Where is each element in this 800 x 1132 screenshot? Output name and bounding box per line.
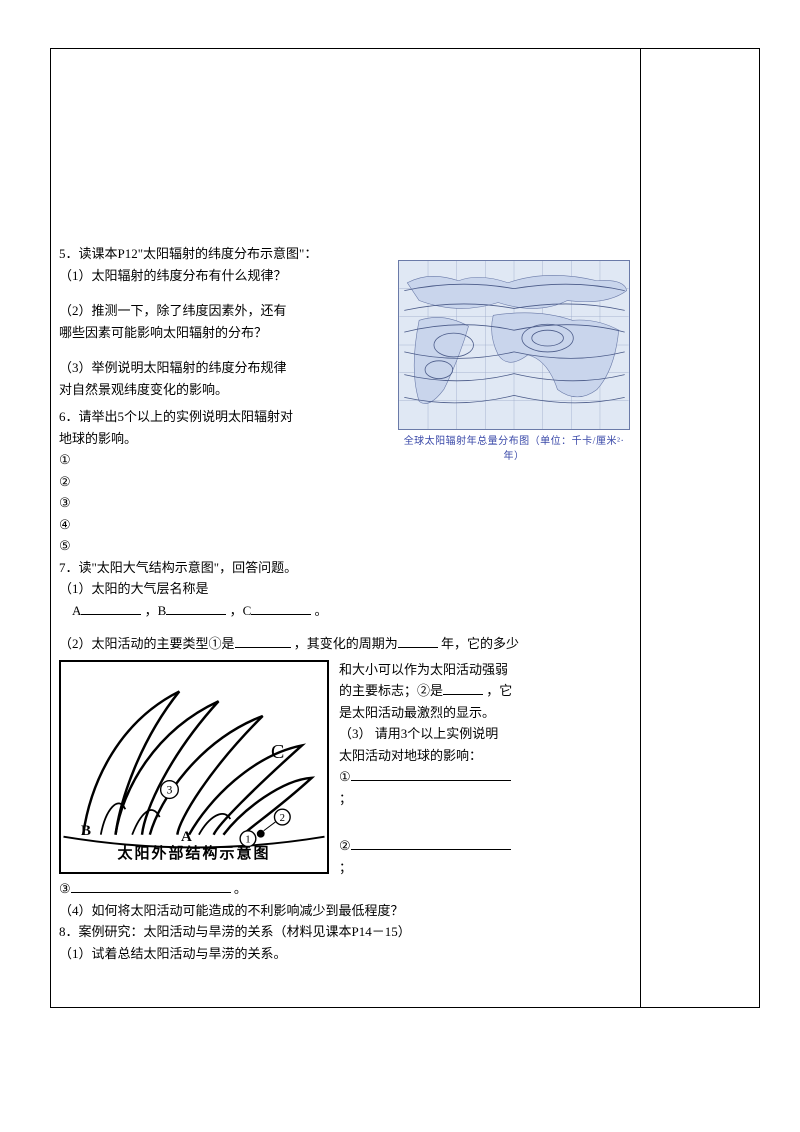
q7-r2: 的主要标志；②是 ，它 — [339, 681, 634, 701]
blank-ex3[interactable] — [71, 880, 231, 893]
label-a: A — [59, 603, 81, 618]
q5-sub1: （1）太阳辐射的纬度分布有什么规律？ — [59, 266, 349, 286]
svg-text:2: 2 — [280, 811, 285, 823]
label-b: ，B — [145, 603, 167, 618]
question-7: 7．读"太阳大气结构示意图"，回答问题。 （1）太阳的大气层名称是 A ，B ，… — [59, 558, 634, 921]
q7-sub1-fill: A ，B ，C 。 — [59, 601, 634, 621]
blank-type2[interactable] — [443, 682, 483, 695]
q7-sub2-line1: （2）太阳活动的主要类型①是 ，其变化的周期为 年，它的多少 — [59, 634, 634, 654]
sun-structure-diagram: 3 2 1 B — [59, 660, 329, 874]
blank-period[interactable] — [398, 635, 438, 648]
q8-sub1: （1）试着总结太阳活动与旱涝的关系。 — [59, 944, 634, 964]
q7-sub2-c: 年，它的多少 — [441, 636, 519, 651]
circle-1: ① — [339, 769, 351, 784]
q7-r2b: ，它 — [486, 683, 512, 698]
main-column: 5．读课本P12"太阳辐射的纬度分布示意图"： （1）太阳辐射的纬度分布有什么规… — [51, 49, 641, 1007]
q5-sub2b: 哪些因素可能影响太阳辐射的分布？ — [59, 323, 349, 343]
map-caption: 全球太阳辐射年总量分布图（单位：千卡/厘米²·年） — [398, 434, 630, 464]
q7-sub1: （1）太阳的大气层名称是 — [59, 579, 634, 599]
q7-ex3: ③ 。 — [59, 879, 634, 899]
q5-sub3b: 对自然景观纬度变化的影响。 — [59, 380, 349, 400]
blank-type1[interactable] — [235, 635, 291, 648]
q7-sub1-end: 。 — [314, 603, 327, 618]
q7-sub3b: 太阳活动对地球的影响： — [339, 746, 634, 766]
q7-right-text: 和大小可以作为太阳活动强弱 的主要标志；②是 ，它 是太阳活动最激烈的显示。 （… — [339, 660, 634, 880]
blank-b[interactable] — [166, 602, 226, 615]
circle-3: ③ — [59, 881, 71, 896]
q7-ex3-end: 。 — [234, 881, 247, 896]
q6-item-2: ② — [59, 472, 634, 492]
q7-sub4: （4）如何将太阳活动可能造成的不利影响减少到最低程度？ — [59, 901, 634, 921]
page-frame: 5．读课本P12"太阳辐射的纬度分布示意图"： （1）太阳辐射的纬度分布有什么规… — [50, 48, 760, 1008]
diagram-label-c: C — [271, 737, 284, 767]
question-5: 5．读课本P12"太阳辐射的纬度分布示意图"： （1）太阳辐射的纬度分布有什么规… — [59, 244, 634, 399]
semi2: ； — [339, 858, 634, 878]
q7-sub2-b: ，其变化的周期为 — [294, 636, 398, 651]
q7-sub3a: （3） 请用3个以上实例说明 — [339, 724, 634, 744]
q6-item-5: ⑤ — [59, 536, 634, 556]
q7-stem: 7．读"太阳大气结构示意图"，回答问题。 — [59, 558, 634, 578]
sun-diagram-caption: 太阳外部结构示意图 — [61, 843, 327, 866]
note-column — [641, 49, 759, 1007]
blank-ex1[interactable] — [351, 768, 511, 781]
q7-r3: 是太阳活动最激烈的显示。 — [339, 703, 634, 723]
svg-text:3: 3 — [167, 783, 173, 796]
q7-r2a: 的主要标志；②是 — [339, 683, 443, 698]
q5-sub2a: （2）推测一下，除了纬度因素外，还有 — [59, 301, 349, 321]
q8-stem: 8．案例研究：太阳活动与旱涝的关系（材料见课本P14－15） — [59, 922, 634, 942]
blank-ex2[interactable] — [351, 837, 511, 850]
blank-c[interactable] — [251, 602, 311, 615]
radiation-map — [398, 260, 630, 430]
q7-ex2: ② — [339, 836, 634, 856]
question-8: 8．案例研究：太阳活动与旱涝的关系（材料见课本P14－15） （1）试着总结太阳… — [59, 922, 634, 963]
q5-sub3a: （3）举例说明太阳辐射的纬度分布规律 — [59, 358, 349, 378]
q6-item-4: ④ — [59, 515, 634, 535]
circle-2: ② — [339, 838, 351, 853]
q6-item-3: ③ — [59, 493, 634, 513]
diagram-label-b: B — [81, 820, 91, 843]
q7-sub2-a: （2）太阳活动的主要类型①是 — [59, 636, 235, 651]
blank-a[interactable] — [81, 602, 141, 615]
top-blank-area — [59, 59, 634, 244]
q7-r1: 和大小可以作为太阳活动强弱 — [339, 660, 634, 680]
label-c: ，C — [230, 603, 252, 618]
q7-ex1: ① — [339, 767, 634, 787]
radiation-map-holder: 全球太阳辐射年总量分布图（单位：千卡/厘米²·年） — [398, 260, 630, 464]
semi1: ； — [339, 789, 634, 809]
